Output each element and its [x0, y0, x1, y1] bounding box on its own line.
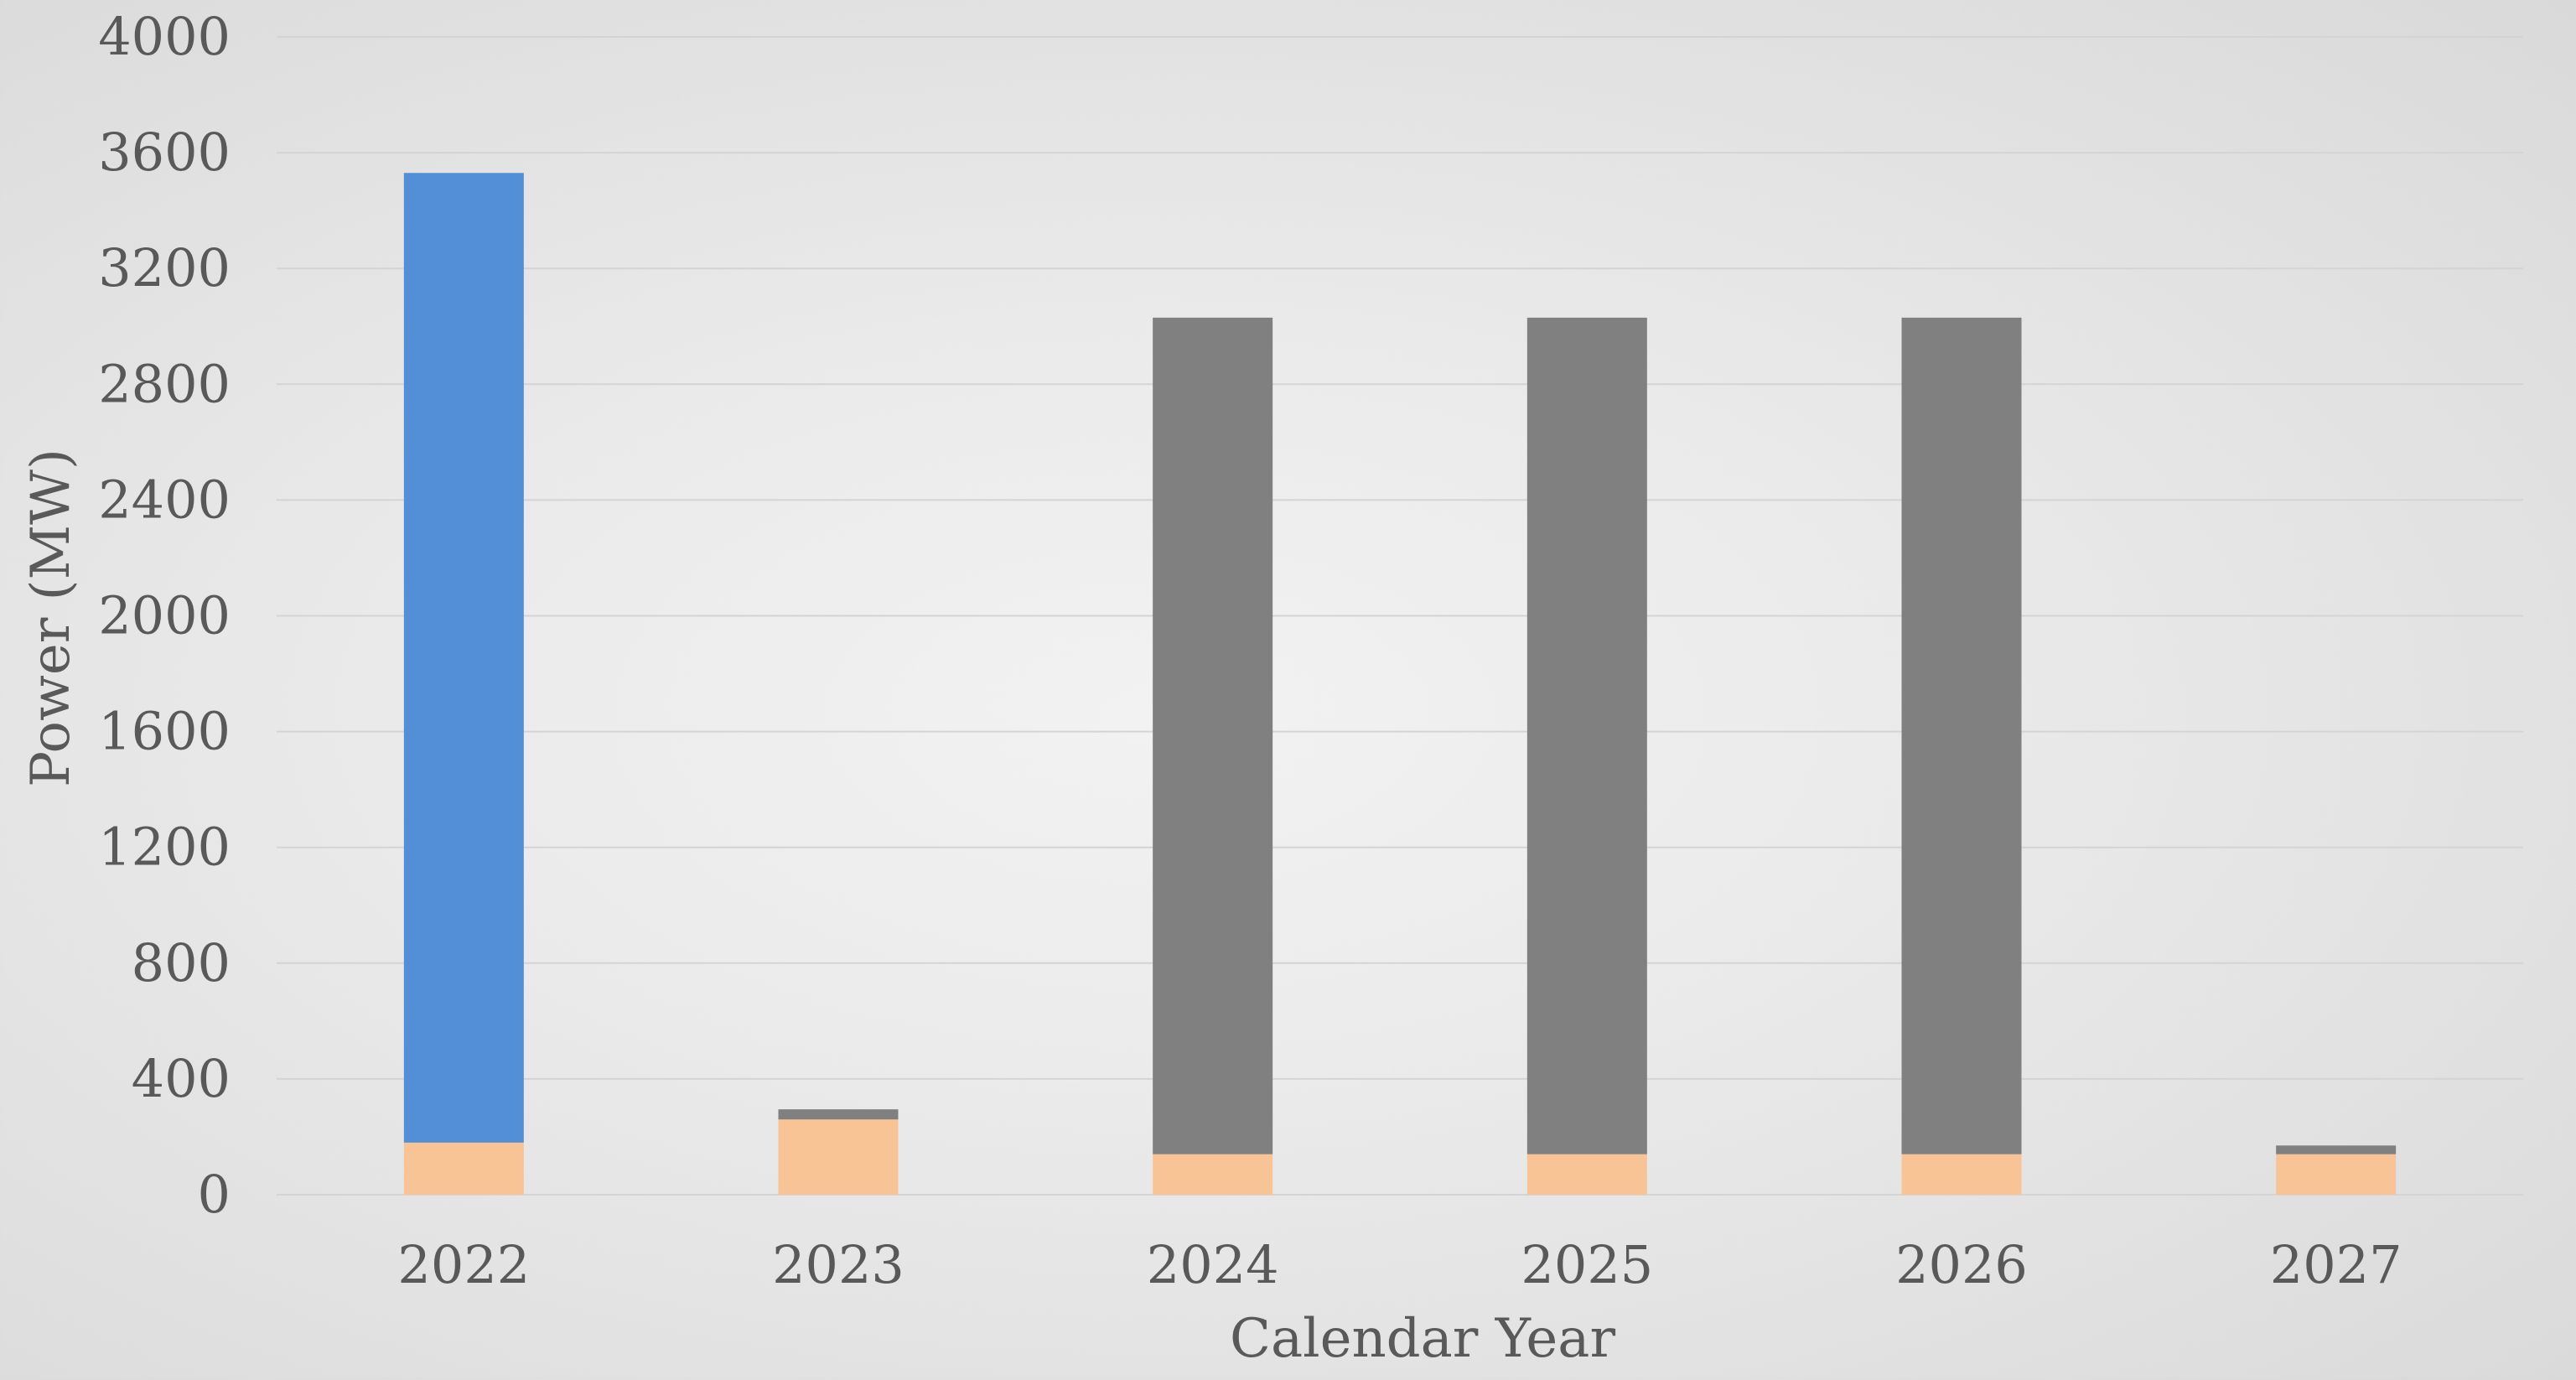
y-tick-label: 400	[132, 1048, 231, 1109]
bar-segment	[403, 173, 524, 1143]
y-tick-label: 3600	[98, 122, 231, 183]
y-axis-ticks: 0 400 800 1200 1600 2000 2400 2800 3200 3600 4000	[98, 6, 231, 1225]
y-tick-label: 2800	[98, 353, 231, 414]
y-tick-label: 2000	[98, 585, 231, 646]
bar-segment	[1526, 317, 1647, 1154]
bars	[403, 173, 2397, 1195]
bar-segment	[1153, 317, 1273, 1154]
x-tick-label: 2023	[772, 1234, 904, 1295]
bar-segment	[1901, 317, 2022, 1154]
bar-segment	[2276, 1154, 2397, 1195]
bar-segment	[778, 1109, 899, 1120]
x-axis-ticks: 2022 2023 2024 2025 2026 2027	[397, 1234, 2402, 1295]
x-axis-title: Calendar Year	[1230, 1308, 1615, 1370]
bar-segment	[1153, 1154, 1273, 1195]
bar-segment	[403, 1142, 524, 1195]
y-tick-label: 1600	[98, 701, 231, 762]
y-tick-label: 3200	[98, 237, 231, 298]
y-tick-label: 0	[198, 1164, 231, 1225]
x-tick-label: 2024	[1147, 1234, 1279, 1295]
x-tick-label: 2022	[397, 1234, 530, 1295]
bar-segment	[778, 1119, 899, 1195]
y-tick-label: 1200	[98, 817, 231, 878]
y-tick-label: 2400	[98, 469, 231, 530]
x-tick-label: 2025	[1521, 1234, 1653, 1295]
x-tick-label: 2027	[2270, 1234, 2402, 1295]
y-tick-label: 4000	[98, 6, 231, 67]
bar-segment	[1526, 1154, 1647, 1195]
y-tick-label: 800	[132, 932, 231, 993]
y-axis-title: Power (MW)	[20, 449, 82, 787]
bar-segment	[1901, 1154, 2022, 1195]
gridlines	[277, 36, 2523, 1196]
x-tick-label: 2026	[1895, 1234, 2028, 1295]
bar-segment	[2276, 1145, 2397, 1154]
